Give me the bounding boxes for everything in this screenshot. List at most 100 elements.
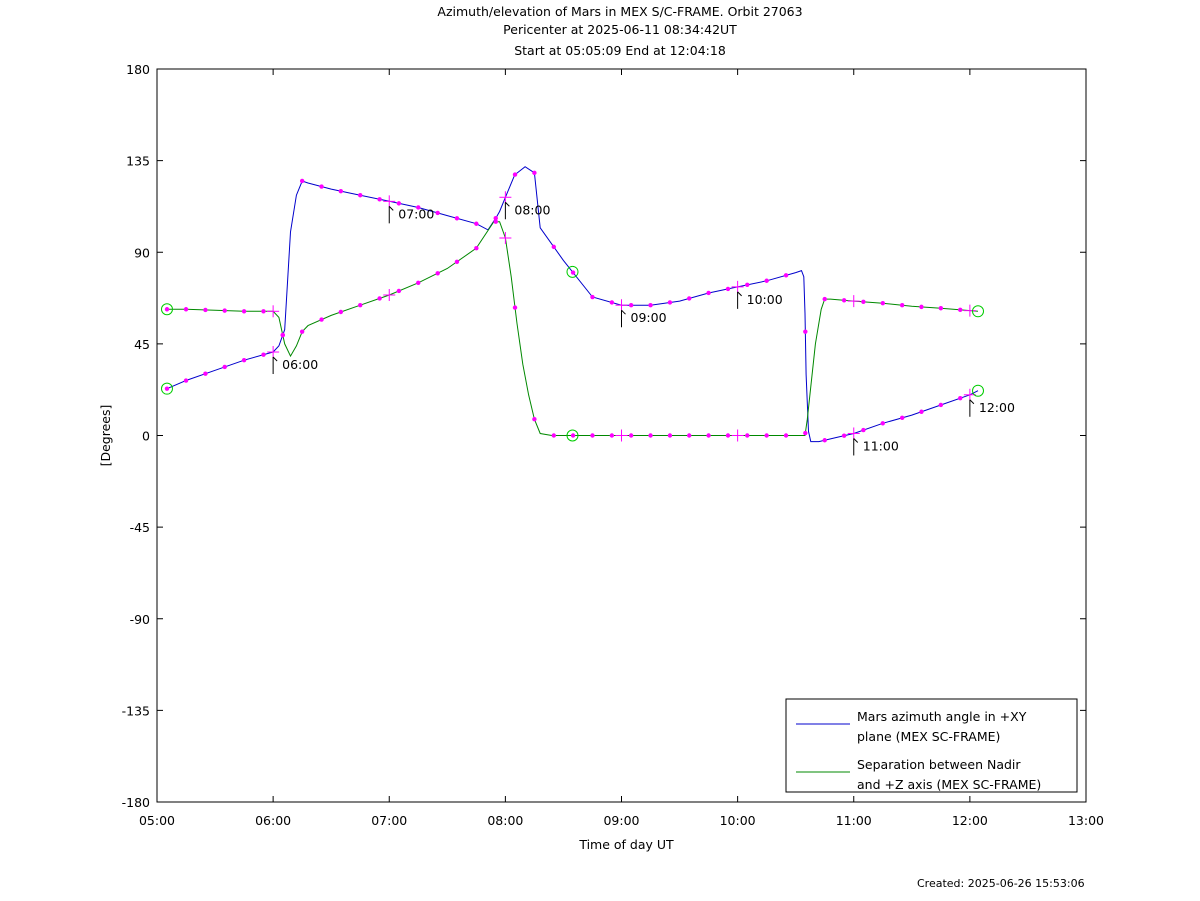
series-1-dot-marker <box>609 433 615 438</box>
series-1-dot-marker <box>241 309 247 314</box>
annotation-pointer-head <box>272 356 278 362</box>
series-0-dot-marker <box>958 395 963 401</box>
x-tick-label: 10:00 <box>720 813 756 828</box>
chart-subtitle-start-end: Start at 05:05:09 End at 12:04:18 <box>514 43 726 58</box>
series-0-dot-marker <box>416 205 421 210</box>
y-tick-label: 0 <box>142 429 150 444</box>
series-0-dot-marker <box>841 433 847 438</box>
y-tick-label: 180 <box>126 62 150 77</box>
series-0-dot-marker <box>880 421 885 426</box>
event-circle-marker <box>566 265 579 278</box>
series-0-dot-marker <box>532 170 537 176</box>
series-1-dot-marker <box>203 307 208 313</box>
annotation-pointer-head <box>853 438 859 443</box>
event-circle-marker <box>160 303 173 316</box>
series-1-dot-marker <box>512 305 518 310</box>
series-1-dot-marker <box>358 302 363 308</box>
series-1-dot-marker <box>899 302 905 308</box>
hour-annotation-label: 10:00 <box>747 292 783 307</box>
y-tick-label: -135 <box>122 703 150 718</box>
series-1-dot-marker <box>861 299 866 304</box>
x-tick-label: 07:00 <box>371 813 407 828</box>
annotation-pointer-head <box>388 205 394 211</box>
series-1-dot-marker <box>783 433 789 438</box>
series-0-dot-marker <box>706 290 711 296</box>
series-0-dot-marker <box>783 273 789 278</box>
series-1-dot-marker <box>919 304 924 310</box>
series-0-dot-marker <box>919 409 924 414</box>
y-tick-label: 45 <box>134 337 150 352</box>
series-0-dot-marker <box>609 300 615 305</box>
legend-box <box>785 698 1078 793</box>
x-tick-label: 05:00 <box>139 813 175 828</box>
hour-annotation-label: 11:00 <box>863 438 899 453</box>
legend-label-1: Separation between Nadir <box>857 757 1021 772</box>
series-1-dot-marker <box>551 433 556 438</box>
series-0-dot-marker <box>183 378 189 383</box>
series-0-dot-marker <box>687 296 692 301</box>
y-tick-label: -90 <box>130 612 150 627</box>
x-tick-label: 06:00 <box>255 813 291 828</box>
chart-subtitle-pericenter: Pericenter at 2025-06-11 08:34:42UT <box>503 22 737 37</box>
series-1-dot-marker <box>590 433 595 438</box>
annotation-pointer-head <box>505 201 510 207</box>
hour-annotation-label: 08:00 <box>514 202 550 217</box>
series-1-dot-marker <box>822 296 827 302</box>
series-0-dot-marker <box>396 201 402 206</box>
hour-annotation-label: 12:00 <box>979 400 1015 415</box>
legend-label-0: Mars azimuth angle in +XY <box>857 709 1027 724</box>
y-tick-label: -180 <box>122 795 150 810</box>
series-1-dot-marker <box>803 430 808 436</box>
series-0-dot-marker <box>861 427 866 433</box>
series-0-dot-marker <box>299 178 305 184</box>
series-1-dot-marker <box>667 433 673 438</box>
x-tick-label: 08:00 <box>487 813 523 828</box>
series-1-dot-marker <box>319 317 324 322</box>
chart-title: Azimuth/elevation of Mars in MEX S/C-FRA… <box>437 4 803 19</box>
series-1-dot-marker <box>261 309 266 314</box>
series-0-dot-marker <box>745 282 750 288</box>
series-1-dot-marker <box>841 298 847 303</box>
series-0-dot-marker <box>822 438 827 443</box>
series-1-dot-marker <box>764 433 769 438</box>
series-0-dot-marker <box>435 210 440 216</box>
series-1-dot-marker <box>725 433 731 438</box>
series-1-dot-marker <box>454 259 460 264</box>
annotation-pointer-head <box>621 309 626 315</box>
event-circle-marker <box>972 305 985 318</box>
x-tick-label: 13:00 <box>1068 813 1104 828</box>
series-1-dot-marker <box>532 417 537 422</box>
x-tick-label: 09:00 <box>603 813 639 828</box>
series-0-dot-marker <box>319 184 324 189</box>
annotation-pointer-head <box>969 399 975 405</box>
series-0-dot-marker <box>512 172 518 177</box>
series-0-dot-marker <box>667 300 673 305</box>
series-1-dot-marker <box>745 433 750 438</box>
series-0-dot-marker <box>570 270 576 275</box>
series-1-dot-marker <box>183 307 189 312</box>
event-circle-marker <box>972 384 985 397</box>
series-0-dot-marker <box>551 244 556 250</box>
series-0-dot-marker <box>474 221 479 226</box>
series-0-dot-marker <box>938 402 944 408</box>
series-0-dot-marker <box>377 197 382 202</box>
series-1-dot-marker <box>280 332 285 338</box>
series-1-dot-marker <box>493 219 498 224</box>
series-0-dot-marker <box>590 294 595 300</box>
series-1-dot-marker <box>396 288 402 294</box>
y-axis-label: [Degrees] <box>98 405 113 467</box>
series-1-dot-marker <box>938 306 944 311</box>
series-line-1 <box>167 221 979 436</box>
annotation-pointer-head <box>737 291 742 297</box>
series-1-dot-marker <box>880 300 885 306</box>
series-0-dot-marker <box>222 364 227 370</box>
series-line-0 <box>166 166 979 443</box>
series-0-dot-marker <box>164 386 170 391</box>
series-0-dot-marker <box>454 216 460 221</box>
legend-label-0: plane (MEX SC-FRAME) <box>857 729 1000 744</box>
series-0-dot-marker <box>648 302 653 308</box>
series-0-dot-marker <box>725 286 731 292</box>
series-0-dot-marker <box>764 278 769 283</box>
series-0-dot-marker <box>899 415 905 421</box>
